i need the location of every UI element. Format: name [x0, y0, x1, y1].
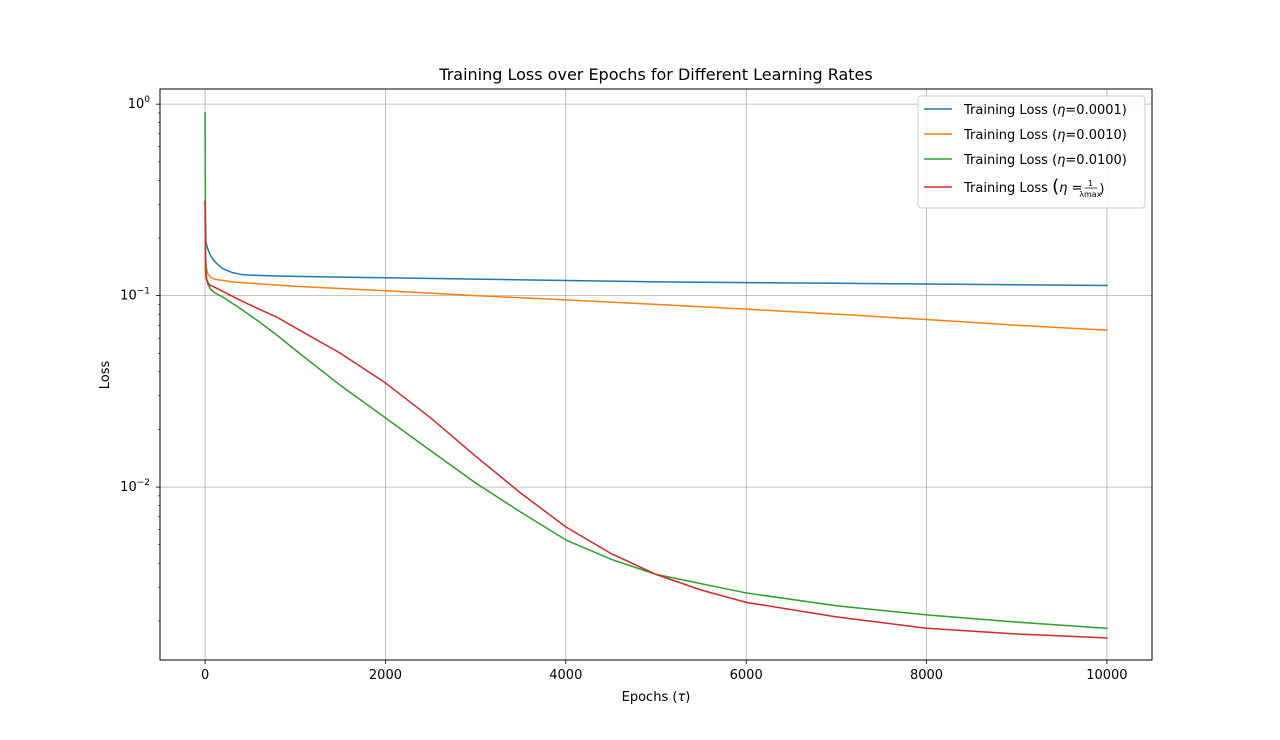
y-tick-label-base: 10: [128, 97, 145, 112]
y-tick-label-exponent: −1: [137, 287, 150, 297]
legend-label-2: Training Loss (η=0.0010): [963, 128, 1127, 143]
legend-label-prefix: Training Loss (: [963, 153, 1057, 168]
legend-label-3: Training Loss (η=0.0100): [963, 153, 1127, 168]
y-axis-label: Loss: [98, 361, 113, 390]
legend-label-symbol: η =: [1059, 181, 1082, 196]
x-axis-label: Epochs (τ): [622, 690, 691, 705]
x-axis-label-text: Epochs (: [622, 690, 678, 705]
plot-frame: [159, 88, 1153, 661]
legend-label-prefix: Training Loss: [963, 181, 1052, 196]
x-tick-label: 10000: [1086, 668, 1127, 683]
series-line-3: [204, 112, 1108, 630]
y-tick-label: 100: [128, 95, 151, 112]
legend-label-symbol: η: [1057, 103, 1065, 118]
x-axis-label-close: ): [685, 690, 690, 705]
legend-label-symbol: η: [1057, 128, 1065, 143]
chart-title: Training Loss over Epochs for Different …: [438, 65, 872, 84]
legend-label-suffix: =0.0010): [1065, 128, 1126, 143]
y-tick-label: 10−2: [120, 478, 150, 495]
series-line-1: [204, 200, 1108, 287]
legend-fraction-numerator: 1: [1088, 179, 1093, 188]
series-line-4: [204, 200, 1108, 639]
series-line-2: [204, 200, 1108, 331]
x-tick-label: 8000: [910, 668, 943, 683]
legend-label-prefix: Training Loss (: [963, 103, 1057, 118]
y-tick-label-base: 10: [120, 480, 137, 495]
legend-label-1: Training Loss (η=0.0001): [963, 103, 1127, 118]
y-tick-label: 10−1: [120, 287, 150, 304]
legend-label-suffix: =0.0001): [1065, 103, 1126, 118]
x-tick-label: 6000: [730, 668, 763, 683]
y-tick-label-base: 10: [120, 289, 137, 304]
legend-items: Training Loss (η=0.0001)Training Loss (η…: [924, 103, 1127, 199]
x-tick-label: 2000: [369, 668, 402, 683]
y-tick-label-exponent: −2: [137, 478, 150, 488]
legend-close-paren: ): [1099, 182, 1104, 197]
series-lines: [204, 112, 1108, 639]
legend-open-paren: (: [1052, 176, 1059, 197]
legend-label-prefix: Training Loss (: [963, 128, 1057, 143]
x-tick-label: 0: [201, 668, 209, 683]
x-axis-ticks: 0 2000 4000 6000 8000 10000: [201, 660, 1128, 683]
legend-label-suffix: =0.0100): [1065, 153, 1126, 168]
x-tick-label: 4000: [549, 668, 582, 683]
y-tick-label-exponent: 0: [144, 95, 150, 105]
legend: Training Loss (η=0.0001)Training Loss (η…: [917, 95, 1146, 209]
legend-box: [917, 95, 1146, 209]
x-axis-label-symbol: τ: [677, 690, 685, 705]
legend-label-symbol: η: [1057, 153, 1065, 168]
legend-label-4: Training Loss (η =: [963, 176, 1082, 197]
legend-fraction-denominator: λmax: [1079, 190, 1101, 199]
